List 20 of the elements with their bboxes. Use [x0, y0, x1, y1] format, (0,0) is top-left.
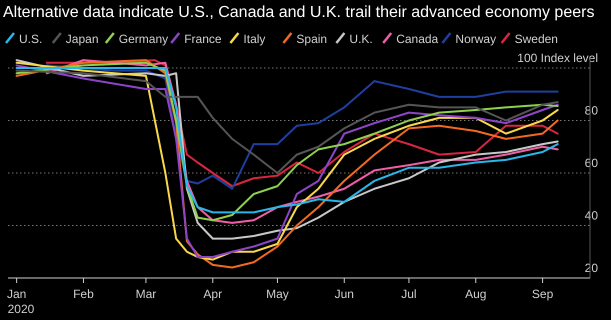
- x-tick-label: Jan 2020: [6, 287, 35, 316]
- legend-label: France: [184, 32, 222, 46]
- legend-label: Spain: [296, 32, 328, 46]
- x-tick-label: Apr: [203, 287, 222, 301]
- x-tick-label: May: [266, 287, 289, 301]
- legend-label: U.S.: [19, 32, 42, 46]
- legend-label: U.K.: [349, 32, 373, 46]
- x-tick-label: Aug: [465, 287, 486, 301]
- legend-label: Norway: [455, 32, 496, 46]
- x-tick-label: Jun: [334, 287, 354, 301]
- x-tick-label: Sep: [532, 287, 554, 301]
- legend-label: Sweden: [514, 32, 558, 46]
- legend-label: Italy: [243, 32, 266, 46]
- x-tick-label: Jul: [401, 287, 417, 301]
- legend-label: Germany: [118, 32, 168, 46]
- chart-title: Alternative data indicate U.S., Canada and U.K. trail their advanced economy peers: [3, 4, 594, 21]
- legend-label: Japan: [66, 32, 99, 46]
- x-tick-label: Feb: [73, 287, 94, 301]
- legend-label: Canada: [396, 32, 439, 46]
- x-tick-label: Mar: [136, 287, 156, 301]
